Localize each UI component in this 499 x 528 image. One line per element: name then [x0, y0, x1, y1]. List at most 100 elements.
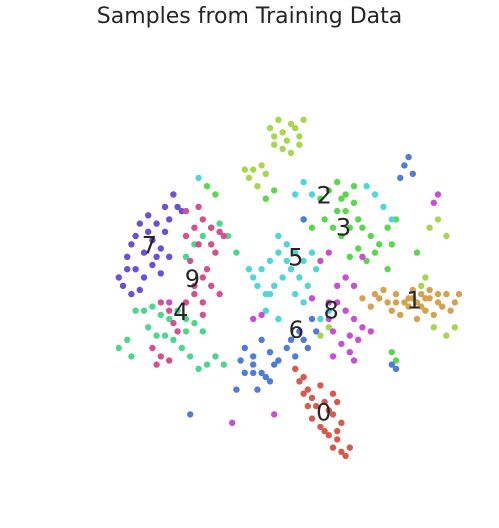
point-7-13 [149, 261, 156, 269]
point-1-1 [367, 303, 374, 310]
point-8-27 [367, 328, 374, 335]
point-5-25 [325, 307, 332, 314]
point-7-14 [157, 270, 164, 277]
point-4-22 [182, 253, 190, 260]
point-1-29 [413, 299, 421, 306]
point-0-20 [292, 365, 299, 372]
point-1-4 [392, 290, 400, 298]
point-8-4 [346, 332, 353, 339]
point-5-29 [308, 191, 316, 198]
point-3-22 [355, 245, 362, 252]
cluster-label-7: 7 [142, 232, 157, 260]
point-1-28 [405, 295, 412, 302]
point-1-30 [422, 295, 429, 302]
point-3-0 [317, 195, 324, 202]
point-2-6 [292, 124, 299, 132]
point-8-14 [342, 274, 349, 281]
point-8-18 [350, 282, 358, 289]
point-6-4 [275, 357, 282, 364]
point-2-9 [279, 145, 286, 152]
point-0-21 [300, 373, 307, 381]
point-1-14 [405, 303, 412, 310]
point-5-5 [292, 249, 299, 256]
point-2-0 [266, 124, 274, 132]
point-1-11 [451, 299, 458, 306]
point-4-10 [199, 328, 206, 335]
point-9-3 [208, 224, 215, 231]
point-8-3 [359, 324, 366, 331]
point-4-13 [203, 361, 211, 368]
point-4-6 [161, 332, 169, 339]
point-8-2 [350, 315, 358, 323]
point-3-4 [342, 207, 349, 215]
point-8-19 [308, 295, 316, 302]
point-3-5 [350, 199, 358, 206]
point-9-20 [174, 328, 181, 335]
point-6-12 [233, 386, 240, 393]
point-3-31 [413, 249, 421, 256]
point-6-25 [397, 174, 404, 182]
point-2-2 [275, 116, 282, 124]
point-5-32 [380, 203, 387, 211]
point-8-24 [271, 411, 278, 418]
point-5-4 [283, 241, 290, 248]
point-2-3 [279, 129, 286, 136]
point-4-18 [153, 332, 160, 339]
point-7-12 [140, 274, 148, 281]
point-7-6 [153, 220, 160, 227]
point-6-20 [187, 411, 194, 418]
point-0-7 [321, 427, 328, 435]
point-9-17 [149, 344, 156, 352]
point-7-17 [170, 191, 177, 198]
point-4-15 [220, 361, 227, 368]
point-4-14 [212, 353, 219, 360]
series-5 [195, 174, 395, 323]
point-6-21 [300, 216, 307, 223]
cluster-label-8: 8 [323, 296, 338, 324]
point-3-10 [329, 224, 337, 231]
point-2-4 [283, 137, 290, 144]
point-1-23 [426, 286, 433, 294]
point-9-6 [187, 257, 194, 265]
point-0-13 [334, 436, 341, 443]
point-8-9 [346, 349, 353, 356]
point-7-7 [145, 212, 152, 219]
point-4-2 [157, 311, 164, 319]
point-4-7 [170, 336, 177, 343]
point-9-23 [191, 282, 198, 289]
point-6-26 [388, 361, 395, 368]
point-0-5 [308, 415, 316, 422]
point-7-19 [153, 253, 160, 260]
point-5-24 [317, 315, 324, 323]
point-4-12 [187, 353, 194, 360]
point-6-7 [300, 336, 307, 343]
point-4-20 [115, 344, 123, 352]
cluster-label-1: 1 [407, 287, 422, 315]
cluster-label-6: 6 [289, 316, 304, 344]
point-3-15 [367, 232, 374, 240]
point-9-4 [216, 228, 223, 235]
point-1-26 [455, 290, 463, 298]
point-4-0 [140, 307, 148, 314]
point-4-9 [191, 319, 198, 327]
point-3-21 [363, 257, 370, 265]
point-2-18 [254, 183, 261, 190]
point-3-30 [388, 349, 395, 356]
point-1-19 [371, 290, 379, 298]
point-2-16 [262, 170, 269, 177]
point-0-14 [338, 448, 345, 455]
point-4-16 [195, 365, 202, 372]
point-6-16 [296, 328, 303, 335]
point-6-3 [266, 349, 274, 356]
point-4-4 [174, 307, 181, 314]
point-9-1 [191, 224, 198, 231]
point-7-20 [145, 228, 152, 235]
point-5-28 [300, 178, 307, 186]
point-3-32 [203, 183, 211, 190]
point-8-20 [250, 315, 257, 323]
point-5-1 [258, 266, 265, 273]
point-5-20 [262, 307, 269, 314]
point-9-7 [199, 274, 206, 281]
point-7-11 [132, 266, 139, 273]
point-3-9 [338, 232, 345, 240]
